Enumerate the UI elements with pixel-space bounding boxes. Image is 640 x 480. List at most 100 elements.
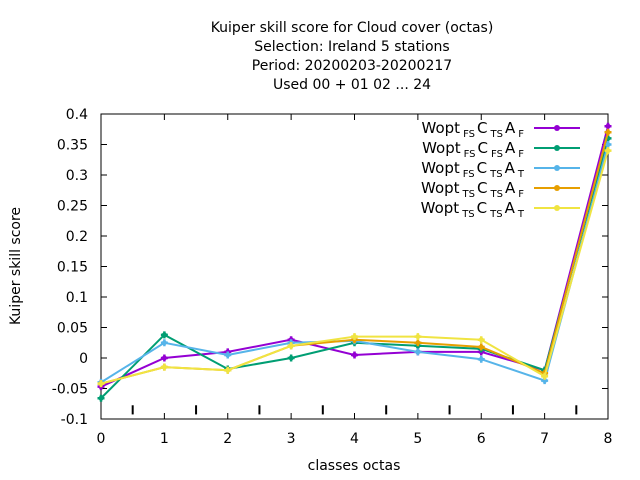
chart-title: Kuiper skill score for Cloud cover (octa… (211, 20, 494, 93)
legend-subscript: FS (463, 129, 475, 140)
data-point-dot (478, 356, 484, 362)
legend-entry-4: Wopt TS C TS A F (421, 179, 580, 200)
legend-subscript: F (518, 129, 524, 140)
legend-marker (554, 145, 560, 151)
legend-text-part: Wopt (421, 179, 460, 197)
series-3 (97, 141, 612, 386)
x-tick-label: 4 (350, 431, 359, 447)
legend-text-part: A (505, 139, 516, 157)
data-point-dot (161, 332, 167, 338)
legend-subscript: T (517, 169, 525, 180)
data-point-dot (225, 367, 231, 373)
series-line (100, 138, 609, 399)
data-point-dot (98, 381, 104, 387)
title-line-3: Period: 20200203-20200217 (252, 58, 452, 74)
x-tick-label: 1 (160, 431, 169, 447)
legend-text-part: Wopt (422, 139, 461, 157)
legend-text-part: C (477, 119, 487, 137)
data-point-dot (542, 373, 548, 379)
title-line-4: Used 00 + 01 02 ... 24 (273, 77, 431, 93)
legend-text-part: A (505, 119, 516, 137)
legend-label: Wopt TS C TS A F (421, 179, 524, 200)
legend-text-part: A (505, 159, 516, 177)
title-line-1: Kuiper skill score for Cloud cover (octa… (211, 20, 494, 36)
legend-subscript: F (518, 189, 524, 200)
legend-marker (554, 205, 560, 211)
octa-separator-ticks (131, 405, 578, 415)
series-line (100, 144, 609, 384)
data-point-dot (415, 349, 421, 355)
plot-frame (100, 113, 609, 420)
data-point-dot (605, 148, 611, 154)
y-axis: -0.1 -0.05 0 0.05 0.1 0.15 0.2 0.25 0.3 0.35 0.4 (52, 107, 608, 428)
data-point-dot (98, 395, 104, 401)
series-line (100, 150, 609, 385)
y-axis-label: Kuiper skill score (8, 207, 24, 325)
series-layer (97, 122, 612, 402)
x-tick-label: 7 (540, 431, 549, 447)
legend-text-part: A (505, 199, 516, 217)
y-tick-label: 0.15 (57, 260, 88, 276)
data-point-dot (288, 355, 294, 361)
data-point-dot (225, 352, 231, 358)
y-tick-label: 0.35 (57, 138, 88, 154)
data-point-dot (352, 334, 357, 340)
series-2 (97, 134, 612, 402)
title-line-2: Selection: Ireland 5 stations (254, 39, 449, 55)
data-point-dot (605, 142, 611, 147)
x-tick-label: 2 (223, 431, 232, 447)
x-tick-label: 5 (413, 431, 422, 447)
y-tick-label: 0.1 (66, 290, 88, 306)
legend-entry-1: Wopt FS C TS A F (422, 119, 580, 140)
legend-label: Wopt FS C FS A F (422, 139, 524, 160)
legend-subscript: TS (490, 129, 503, 140)
data-point-dot (161, 364, 167, 370)
legend-text-part: Wopt (421, 199, 460, 217)
y-tick-label: 0 (79, 351, 88, 367)
legend-subscript: FS (464, 149, 476, 160)
data-point-dot (415, 340, 421, 346)
y-tick-label: 0.4 (66, 107, 88, 123)
legend-text-part: C (477, 179, 487, 197)
series-1 (97, 122, 612, 391)
y-tick-label: 0.2 (66, 229, 88, 245)
legend-marker (554, 165, 560, 171)
legend-marker (554, 125, 560, 131)
legend-label: Wopt FS C TS A T (421, 159, 525, 180)
data-point-dot (161, 355, 167, 361)
series-line (100, 125, 609, 388)
legend-text-part: A (505, 179, 516, 197)
legend-text-part: C (477, 159, 487, 177)
legend-subscript: F (518, 149, 524, 160)
legend-subscript: FS (491, 149, 503, 160)
data-point-dot (605, 123, 611, 129)
legend-subscript: T (517, 209, 525, 220)
legend-subscript: TS (461, 209, 474, 220)
y-tick-label: -0.1 (61, 412, 88, 428)
x-axis-label: classes octas (308, 458, 401, 474)
legend-entry-5: Wopt TS C TS A T (421, 199, 580, 220)
x-tick-label: 3 (287, 431, 296, 447)
y-tick-label: 0.05 (57, 321, 88, 337)
data-point-dot (415, 334, 421, 340)
data-point-dot (478, 337, 484, 343)
legend-subscript: TS (489, 209, 502, 220)
legend-text-part: C (477, 199, 487, 217)
data-point-dot (605, 129, 611, 135)
data-point-dot (478, 344, 484, 350)
y-tick-label: -0.05 (52, 382, 88, 398)
x-tick-label: 0 (97, 431, 106, 447)
data-point-dot (161, 340, 167, 346)
legend-subscript: TS (490, 189, 503, 200)
legend-marker (554, 185, 560, 191)
data-point-dot (352, 352, 357, 358)
y-tick-label: 0.25 (57, 199, 88, 215)
legend-subscript: TS (489, 169, 502, 180)
series-5 (97, 147, 612, 388)
legend-entry-2: Wopt FS C FS A F (422, 139, 580, 160)
legend-subscript: FS (463, 169, 475, 180)
legend-text-part: Wopt (422, 119, 461, 137)
legend-subscript: TS (462, 189, 475, 200)
